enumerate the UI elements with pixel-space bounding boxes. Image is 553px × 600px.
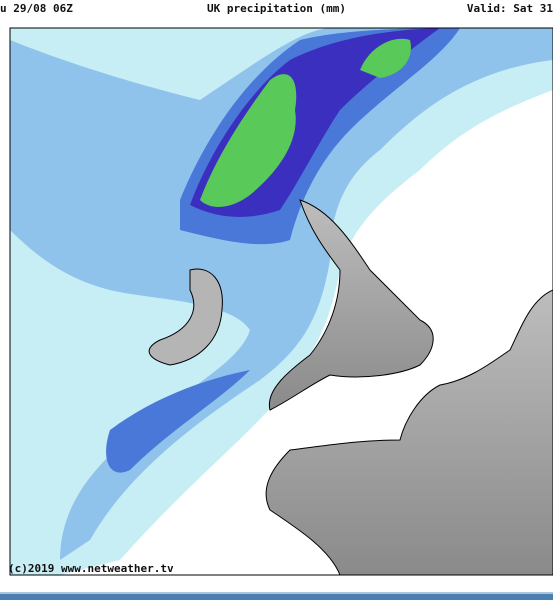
map-frame xyxy=(9,27,553,576)
header-title: UK precipitation (mm) xyxy=(206,2,347,15)
map-area xyxy=(10,28,553,575)
header-valid: Valid: Sat 31 xyxy=(466,2,553,15)
bottom-bar xyxy=(0,592,553,600)
credit: (c)2019 www.netweather.tv xyxy=(8,562,174,575)
header-run: u 29/08 06Z xyxy=(0,2,73,15)
